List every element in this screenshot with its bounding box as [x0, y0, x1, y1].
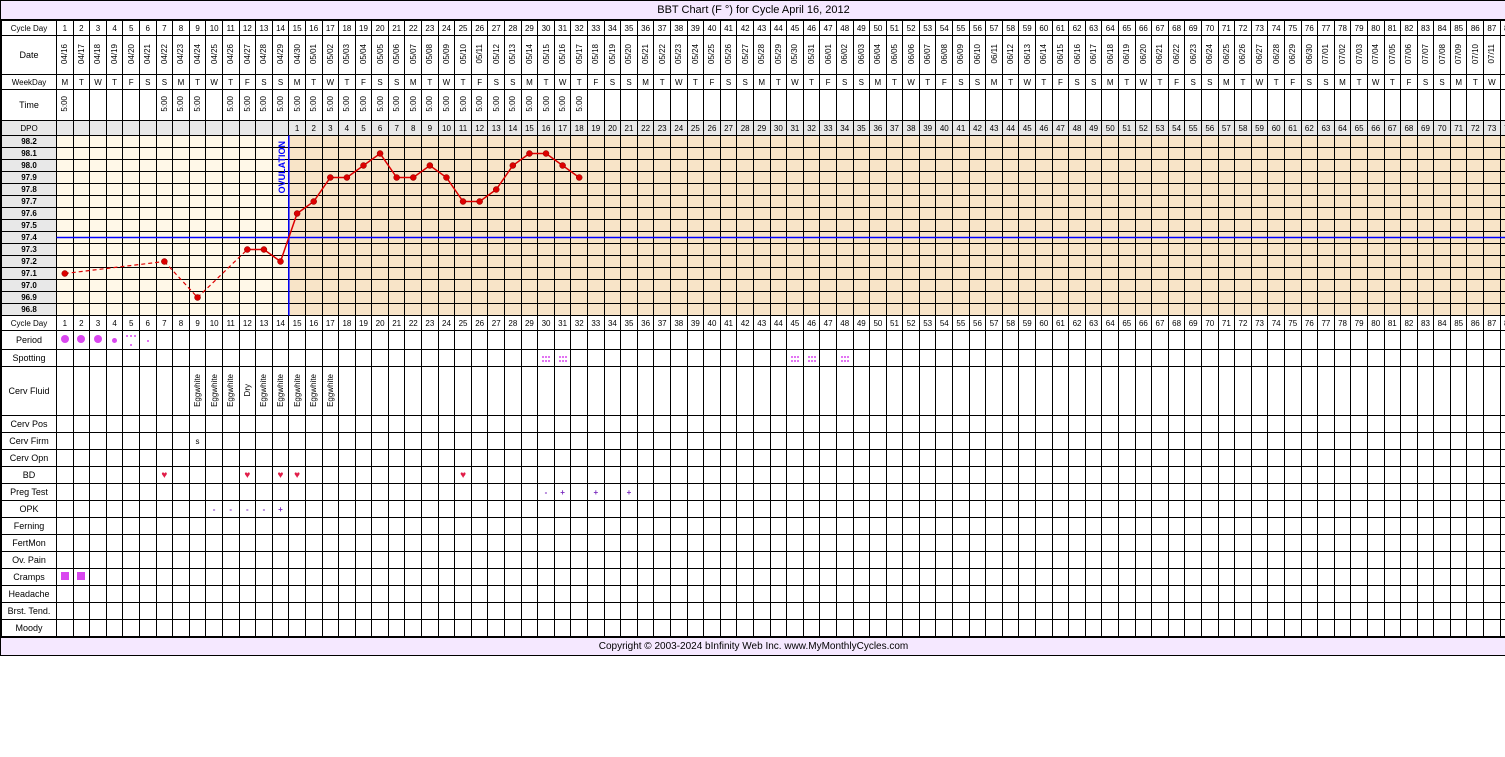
chart-title: BBT Chart (F °) for Cycle April 16, 2012: [1, 1, 1505, 20]
row-label: WeekDay: [2, 75, 57, 90]
bbt-chart-container: BBT Chart (F °) for Cycle April 16, 2012…: [0, 0, 1505, 656]
row-label: Cerv Opn: [2, 450, 57, 467]
row-label: Cramps: [2, 569, 57, 586]
row-label: DPO: [2, 121, 57, 136]
ovulation-label: OVULATION: [277, 141, 287, 193]
row-label: BD: [2, 467, 57, 484]
row-label: Cycle Day: [2, 21, 57, 36]
row-label: Spotting: [2, 350, 57, 367]
row-label: Ferning: [2, 518, 57, 535]
row-label: Cerv Fluid: [2, 367, 57, 416]
row-label: Cerv Pos: [2, 416, 57, 433]
row-label: Period: [2, 331, 57, 350]
row-label: Moody: [2, 620, 57, 637]
row-label: Time: [2, 90, 57, 121]
row-label: Headache: [2, 586, 57, 603]
chart-table: Cycle Day1234567891011121314151617181920…: [1, 20, 1505, 637]
chart-body: Cycle Day1234567891011121314151617181920…: [1, 20, 1505, 637]
row-label: Ov. Pain: [2, 552, 57, 569]
chart-footer: Copyright © 2003-2024 bInfinity Web Inc.…: [1, 637, 1505, 655]
row-label: Date: [2, 36, 57, 75]
row-label: OPK: [2, 501, 57, 518]
row-label: Brst. Tend.: [2, 603, 57, 620]
row-label: FertMon: [2, 535, 57, 552]
row-label: Cycle Day: [2, 316, 57, 331]
row-label: Preg Test: [2, 484, 57, 501]
row-label: Cerv Firm: [2, 433, 57, 450]
